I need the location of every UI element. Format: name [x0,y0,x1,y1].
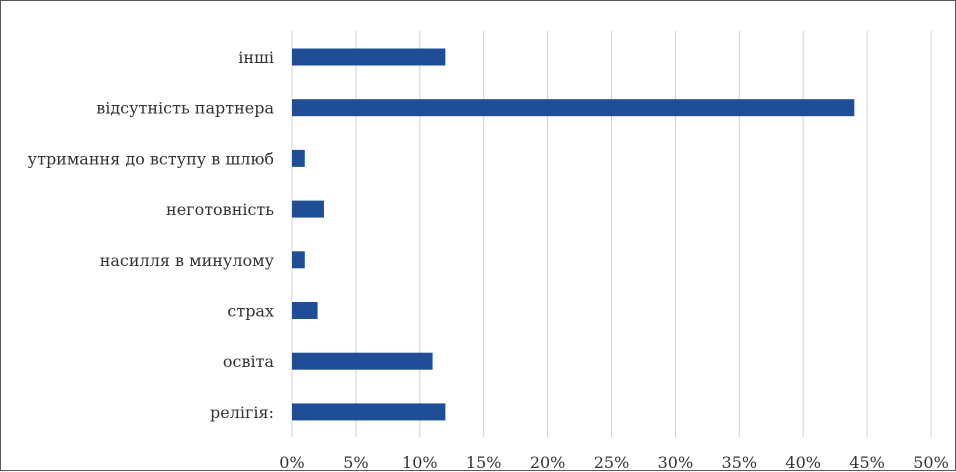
x-tick-label: 15% [466,453,502,472]
category-label: релігія: [210,403,274,422]
category-label: освіта [223,352,275,371]
x-tick-labels: 0% 5% 10% 15% 20% 25% 30% 35% 40% 45% 50% [279,453,948,472]
x-tick-label: 40% [785,453,821,472]
category-label: страх [227,302,274,321]
bar [292,48,446,66]
x-tick-label: 50% [913,453,949,472]
category-label: інші [238,48,274,67]
x-tick-label: 35% [722,453,758,472]
category-label: відсутність партнера [96,99,274,118]
category-label: насилля в минулому [100,251,275,270]
x-tick-label: 25% [594,453,630,472]
x-tick-label: 0% [279,453,304,472]
category-label: неготовність [166,200,274,219]
bar [292,302,318,319]
gridlines [291,31,932,437]
category-labels: інші відсутність партнера утримання до вст… [28,48,275,422]
bars [292,48,855,421]
x-tick-label: 5% [343,453,368,472]
bar [292,99,855,117]
bar [292,251,305,269]
bar [292,403,446,421]
bar [292,200,324,218]
x-tick-label: 30% [658,453,694,472]
x-tick-label: 10% [402,453,438,472]
x-tick-label: 45% [849,453,885,472]
bar [292,352,433,370]
category-label: утримання до вступу в шлюб [28,149,274,168]
x-tick-label: 20% [530,453,566,472]
bar [292,149,305,167]
